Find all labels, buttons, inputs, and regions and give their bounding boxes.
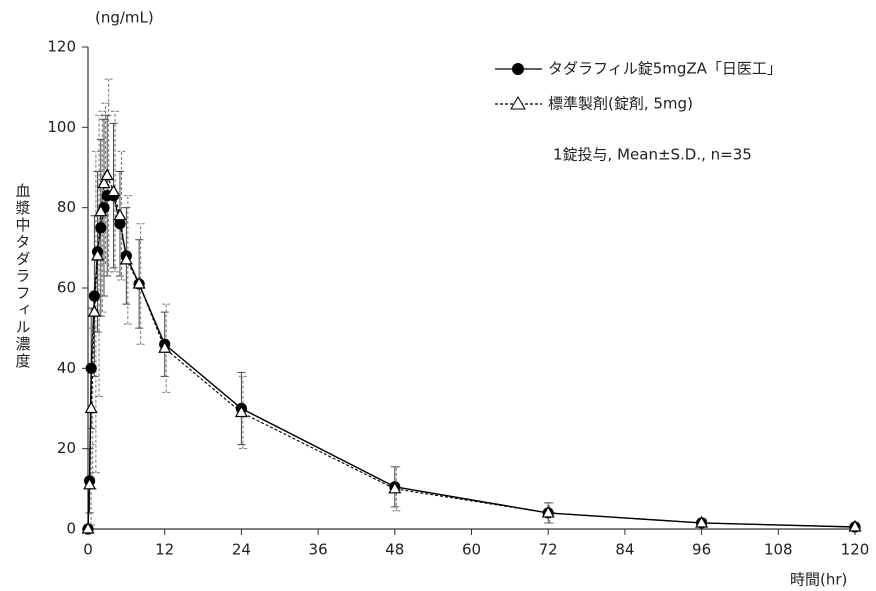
- y-tick-label: 0: [66, 520, 76, 538]
- y-tick-label: 100: [47, 118, 76, 136]
- y-tick-label: 20: [57, 439, 76, 457]
- marker: [107, 184, 121, 197]
- marker: [388, 481, 402, 494]
- y-tick-label: 80: [57, 198, 76, 216]
- x-tick-label: 84: [615, 541, 634, 559]
- y-tick-label: 40: [57, 359, 76, 377]
- marker: [83, 477, 97, 490]
- x-tick-label: 60: [462, 541, 481, 559]
- error-bar: [162, 303, 171, 393]
- x-tick-label: 72: [539, 541, 558, 559]
- marker: [100, 168, 114, 181]
- marker: [132, 276, 146, 289]
- marker: [158, 341, 172, 353]
- marker: [85, 362, 97, 374]
- marker: [113, 208, 127, 221]
- series-line: [87, 174, 856, 530]
- x-tick-label: 120: [841, 541, 870, 559]
- x-tick-label: 108: [764, 541, 793, 559]
- marker: [848, 519, 862, 532]
- annotation: 1錠投与, Mean±S.D., n=35: [553, 146, 752, 164]
- marker: [87, 304, 101, 317]
- marker: [119, 252, 133, 265]
- legend-label: タダラフィル錠5mgZA「日医工」: [548, 60, 782, 78]
- x-axis-label: 時間(hr): [790, 571, 847, 589]
- legend-marker: [510, 96, 526, 110]
- legend-marker: [512, 63, 524, 75]
- error-bar: [123, 195, 132, 325]
- x-tick-label: 96: [692, 541, 711, 559]
- x-tick-label: 36: [309, 541, 328, 559]
- marker: [84, 401, 98, 414]
- series-line: [87, 194, 856, 530]
- y-tick-label: 120: [47, 38, 76, 56]
- x-tick-label: 48: [385, 541, 404, 559]
- marker: [541, 505, 555, 518]
- marker: [234, 405, 248, 418]
- marker: [695, 515, 709, 528]
- marker: [81, 521, 95, 534]
- marker: [94, 204, 108, 217]
- y-unit: (ng/mL): [95, 9, 154, 27]
- y-axis-label: 血漿中タダラフィル濃度: [14, 183, 32, 370]
- marker: [97, 176, 111, 189]
- marker: [88, 290, 100, 302]
- x-tick-label: 12: [155, 541, 174, 559]
- legend-label: 標準製剤(錠剤, 5mg): [548, 95, 693, 113]
- x-tick-label: 24: [232, 541, 251, 559]
- marker: [95, 222, 107, 234]
- x-tick-label: 0: [83, 541, 93, 559]
- marker: [91, 248, 105, 261]
- y-tick-label: 60: [57, 279, 76, 297]
